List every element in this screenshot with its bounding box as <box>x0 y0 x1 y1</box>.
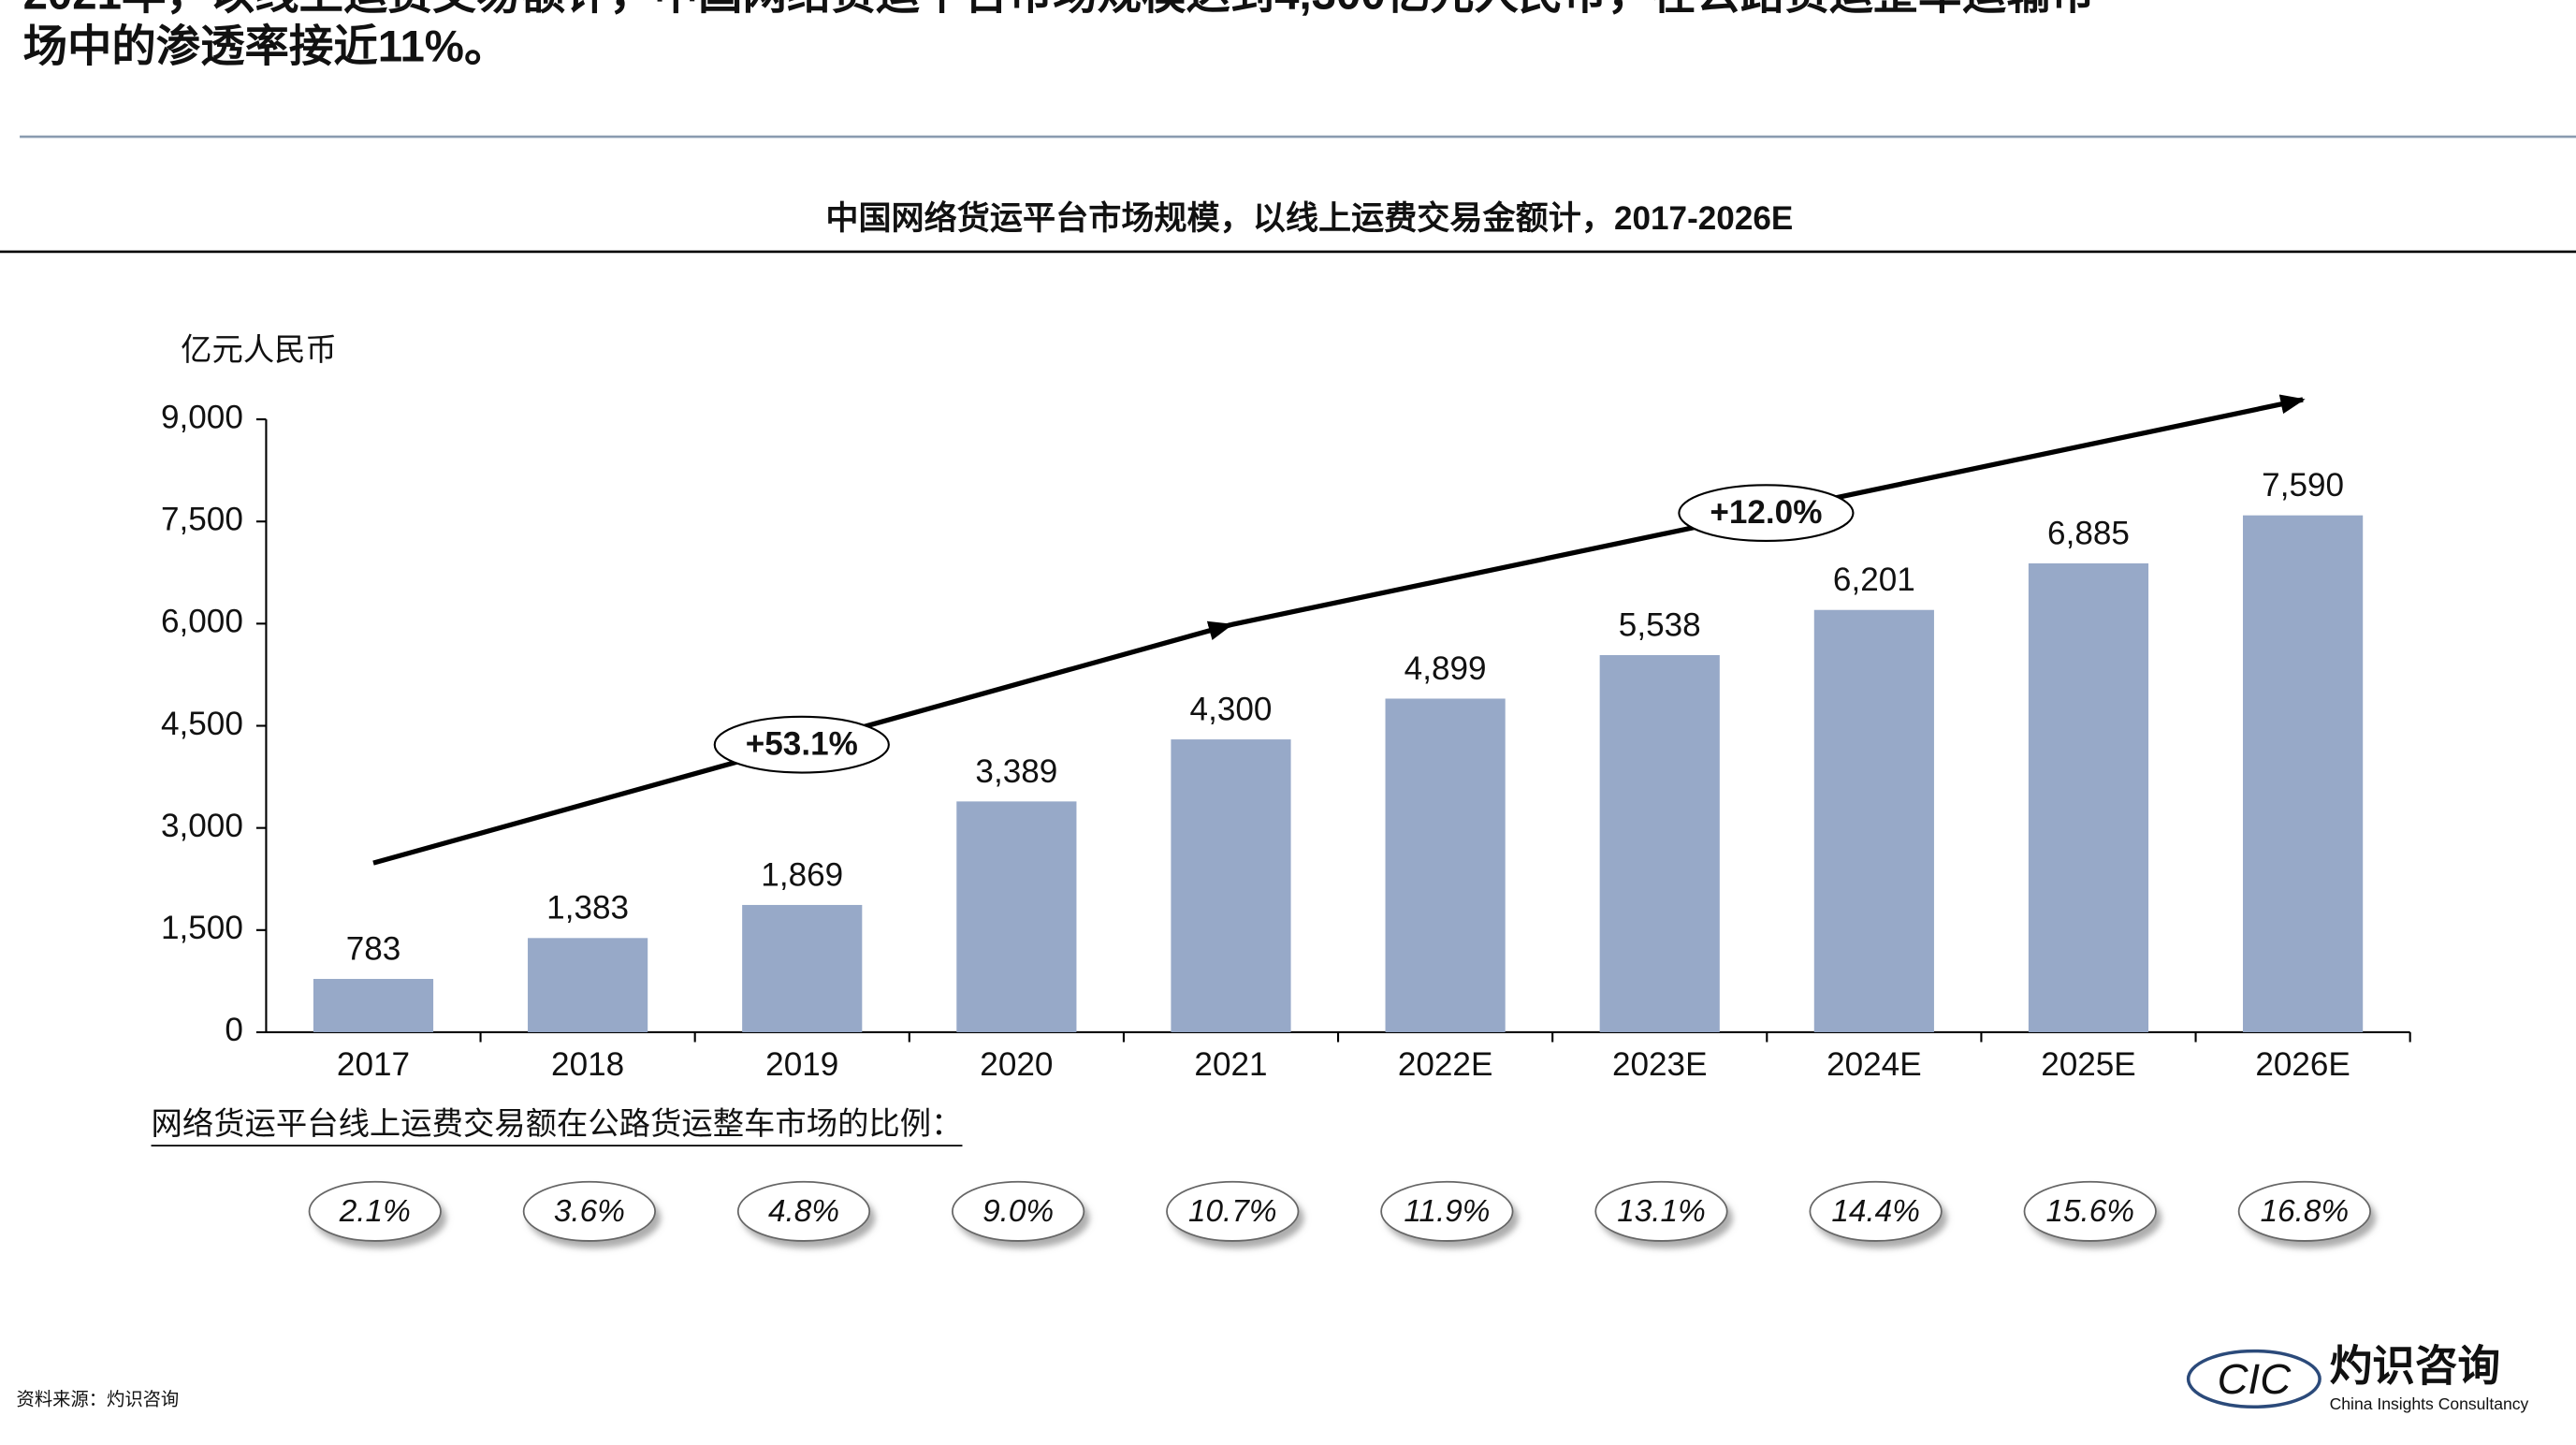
penetration-value: 11.9% <box>1404 1194 1490 1229</box>
y-tick-label: 0 <box>225 1012 243 1048</box>
bar <box>1813 609 1934 1032</box>
x-tick-label: 2019 <box>765 1046 838 1083</box>
header-line-1: 2021年，以线上运费交易额计，中国网络货运平台市场规模达到4,300亿元人民币… <box>23 0 2095 19</box>
penetration-value: 15.6% <box>2045 1194 2134 1229</box>
y-tick-label: 3,000 <box>161 808 243 844</box>
y-tick-label: 6,000 <box>161 604 243 640</box>
value-label: 4,300 <box>1190 691 1273 727</box>
value-label: 5,538 <box>1619 606 1701 643</box>
x-tick-label: 2022E <box>1398 1046 1493 1083</box>
penetration-badge <box>1594 1180 1728 1242</box>
growth-badge <box>713 715 890 774</box>
value-label: 4,899 <box>1404 650 1487 687</box>
penetration-badge <box>1809 1180 1943 1242</box>
logo-mark: CIC <box>2218 1355 2292 1403</box>
penetration-badge <box>1380 1180 1514 1242</box>
y-tick-label: 7,500 <box>161 501 243 537</box>
value-label: 7,590 <box>2262 467 2344 504</box>
x-tick-label: 2025E <box>2041 1046 2136 1083</box>
bar <box>2243 515 2364 1032</box>
bar <box>1171 739 1291 1032</box>
penetration-value: 9.0% <box>982 1194 1054 1229</box>
growth-label: +53.1% <box>746 726 858 763</box>
penetration-value: 10.7% <box>1188 1194 1277 1229</box>
bar <box>2028 562 2149 1032</box>
x-tick-label: 2018 <box>551 1046 624 1083</box>
penetration-badge <box>2237 1180 2371 1242</box>
logo-name: 灼识咨询 <box>2330 1342 2501 1390</box>
logo-ring <box>2186 1349 2321 1409</box>
penetration-value: 14.4% <box>1831 1194 1920 1229</box>
y-tick-label: 4,500 <box>161 706 243 742</box>
x-tick-label: 2021 <box>1194 1046 1267 1083</box>
penetration-badge <box>952 1180 1085 1242</box>
x-tick-label: 2024E <box>1826 1046 1922 1083</box>
bar <box>313 978 434 1032</box>
value-label: 3,389 <box>975 753 1057 790</box>
penetration-badge <box>2023 1180 2157 1242</box>
logo-subtitle: China Insights Consultancy <box>2330 1394 2529 1413</box>
bar <box>956 801 1077 1032</box>
source: 资料来源：灼识咨询 <box>17 1389 180 1409</box>
x-tick-label: 2017 <box>337 1046 410 1083</box>
penetration-badge <box>522 1180 656 1242</box>
bar <box>528 938 648 1032</box>
bar <box>742 904 863 1032</box>
value-label: 6,885 <box>2047 515 2130 551</box>
y-tick-label: 1,500 <box>161 910 243 946</box>
bar <box>1385 698 1506 1032</box>
bar <box>1599 654 1720 1032</box>
value-label: 6,201 <box>1833 562 1915 598</box>
header-line-2: 场中的渗透率接近11%。 <box>23 22 509 72</box>
penetration-value: 4.8% <box>768 1194 839 1229</box>
penetration-badge <box>308 1180 442 1242</box>
penetration-value: 13.1% <box>1617 1194 1706 1229</box>
penetration-value: 2.1% <box>339 1194 411 1229</box>
chart-title: 中国网络货运平台市场规模，以线上运费交易金额计，2017-2026E <box>825 199 1793 237</box>
growth-badge <box>1678 484 1855 543</box>
growth-label: +12.0% <box>1710 494 1822 531</box>
y-axis-label: 亿元人民币 <box>181 333 337 368</box>
penetration-value: 3.6% <box>554 1194 625 1229</box>
penetration-badge <box>1166 1180 1300 1242</box>
x-tick-label: 2026E <box>2255 1046 2350 1083</box>
x-tick-label: 2020 <box>980 1046 1053 1083</box>
value-label: 1,383 <box>546 890 629 927</box>
penetration-value: 16.8% <box>2261 1194 2350 1229</box>
x-tick-label: 2023E <box>1612 1046 1708 1083</box>
y-tick-label: 9,000 <box>161 399 243 435</box>
value-label: 783 <box>346 930 401 967</box>
value-label: 1,869 <box>761 856 843 893</box>
penetration-label: 网络货运平台线上运费交易额在公路货运整车市场的比例： <box>152 1107 963 1142</box>
penetration-badge <box>736 1180 871 1242</box>
